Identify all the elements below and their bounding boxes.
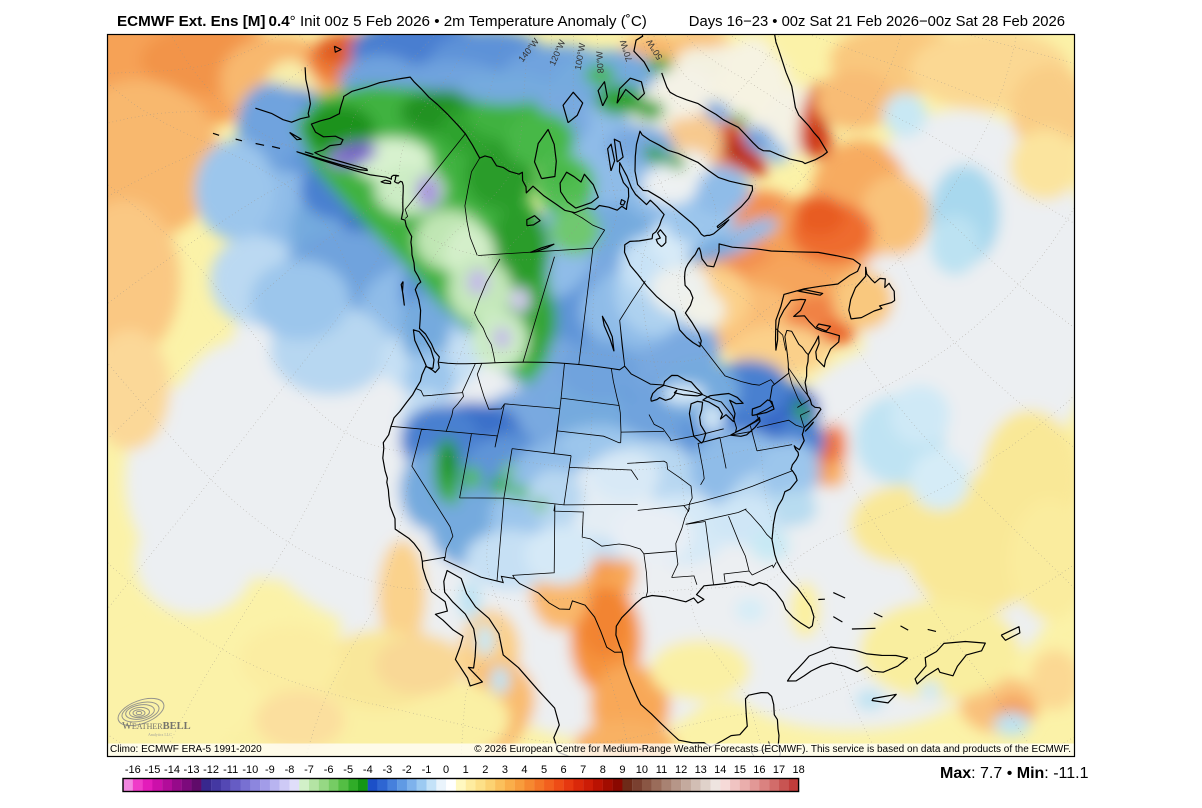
svg-text:15: 15 <box>734 764 746 776</box>
svg-text:0: 0 <box>443 764 449 776</box>
svg-text:14: 14 <box>714 764 726 776</box>
svg-text:100°W: 100°W <box>573 42 588 71</box>
svg-text:4: 4 <box>521 764 527 776</box>
svg-text:-3: -3 <box>383 764 393 776</box>
svg-text:3: 3 <box>502 764 508 776</box>
svg-text:-9: -9 <box>265 764 275 776</box>
svg-text:-7: -7 <box>304 764 314 776</box>
svg-text:80°W: 80°W <box>594 50 606 73</box>
svg-text:8: 8 <box>600 764 606 776</box>
svg-text:1: 1 <box>463 764 469 776</box>
svg-text:-11: -11 <box>223 764 238 776</box>
svg-text:-14: -14 <box>164 764 180 776</box>
svg-text:-8: -8 <box>285 764 295 776</box>
svg-text:11: 11 <box>656 764 667 776</box>
svg-text:-10: -10 <box>242 764 258 776</box>
svg-text:-6: -6 <box>324 764 334 776</box>
svg-text:-4: -4 <box>363 764 373 776</box>
svg-text:7: 7 <box>580 764 586 776</box>
svg-text:12: 12 <box>675 764 687 776</box>
svg-text:6: 6 <box>561 764 567 776</box>
svg-text:5: 5 <box>541 764 547 776</box>
svg-text:17: 17 <box>773 764 785 776</box>
svg-text:-2: -2 <box>402 764 412 776</box>
svg-text:16: 16 <box>753 764 765 776</box>
svg-text:-13: -13 <box>184 764 200 776</box>
svg-text:9: 9 <box>619 764 625 776</box>
svg-text:18: 18 <box>792 764 804 776</box>
svg-text:Analytics LLC: Analytics LLC <box>148 732 172 737</box>
svg-text:13: 13 <box>695 764 707 776</box>
svg-text:WEATHERBELL: WEATHERBELL <box>122 721 191 732</box>
svg-text:2: 2 <box>482 764 488 776</box>
svg-text:-15: -15 <box>144 764 160 776</box>
svg-text:-1: -1 <box>422 764 432 776</box>
svg-text:10: 10 <box>636 764 648 776</box>
svg-text:-12: -12 <box>203 764 219 776</box>
svg-text:-5: -5 <box>343 764 353 776</box>
svg-text:-16: -16 <box>125 764 141 776</box>
